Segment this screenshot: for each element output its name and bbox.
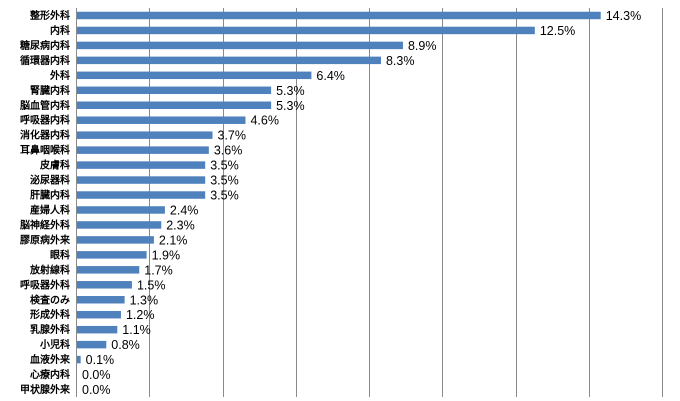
value-label: 5.3%	[276, 84, 305, 98]
bar	[77, 355, 81, 364]
value-labels: 14.3%12.5%8.9%8.3%6.4%5.3%5.3%4.6%3.7%3.…	[82, 9, 641, 397]
category-label: 糖尿病内科	[20, 39, 70, 52]
bar	[77, 56, 381, 65]
value-label: 14.3%	[606, 9, 641, 23]
bar	[77, 146, 209, 154]
bar	[77, 251, 147, 259]
category-label: 膠原病外来	[19, 233, 71, 246]
value-label: 0.8%	[111, 338, 140, 352]
category-label: 整形外科	[29, 9, 70, 22]
value-label: 1.1%	[122, 323, 151, 337]
bar	[77, 325, 118, 334]
value-label: 1.7%	[144, 263, 173, 277]
bar	[77, 266, 140, 274]
bar	[77, 221, 162, 229]
bar	[77, 161, 206, 169]
category-label: 脳神経外科	[20, 218, 70, 231]
bar	[77, 296, 125, 304]
value-label: 2.4%	[170, 203, 199, 217]
value-label: 8.9%	[408, 39, 437, 53]
value-label: 1.9%	[152, 248, 181, 262]
bar	[77, 71, 312, 80]
value-label: 1.2%	[126, 308, 155, 322]
category-label: 耳鼻咽喉科	[20, 144, 70, 157]
category-label: 形成外科	[30, 308, 70, 321]
value-label: 0.1%	[86, 353, 115, 367]
bar	[77, 340, 107, 349]
category-label: 甲状腺外来	[20, 383, 71, 396]
value-label: 0.0%	[82, 383, 111, 397]
category-label: 泌尿器科	[30, 174, 70, 187]
category-label: 眼科	[50, 248, 70, 261]
value-label: 6.4%	[316, 69, 345, 83]
category-label: 脳血管内科	[20, 99, 70, 112]
bar	[77, 131, 213, 139]
bar	[77, 281, 132, 289]
bar	[77, 41, 403, 50]
category-label: 心療内科	[30, 368, 70, 381]
bar	[77, 86, 272, 95]
value-label: 12.5%	[540, 24, 575, 38]
bar	[77, 176, 206, 184]
category-label: 皮膚科	[39, 159, 70, 172]
category-label: 産婦人科	[30, 203, 70, 216]
category-labels: 整形外科内科糖尿病内科循環器内科外科腎臓内科脳血管内科呼吸器内科消化器内科耳鼻咽…	[19, 9, 71, 396]
value-label: 0.0%	[82, 368, 111, 382]
category-label: 乳腺外科	[30, 323, 70, 336]
value-label: 2.1%	[159, 233, 188, 247]
category-label: 消化器内科	[20, 129, 70, 142]
category-label: 呼吸器内科	[20, 114, 70, 127]
bar	[77, 101, 272, 109]
category-label: 検査のみ	[30, 293, 70, 306]
bar	[77, 116, 246, 124]
value-label: 3.5%	[210, 159, 239, 173]
value-label: 3.5%	[210, 174, 239, 188]
bar	[77, 11, 601, 20]
bar	[77, 191, 206, 199]
bar	[77, 236, 154, 244]
category-label: 内科	[50, 24, 70, 37]
value-label: 3.6%	[214, 144, 243, 158]
value-label: 2.3%	[166, 218, 195, 232]
bar	[77, 206, 165, 214]
category-label: 血液外来	[30, 353, 71, 366]
bars	[77, 11, 601, 364]
category-label: 腎臓内科	[30, 84, 70, 97]
bar	[77, 26, 535, 35]
category-label: 放射線科	[29, 263, 70, 276]
value-label: 1.3%	[130, 293, 159, 307]
value-label: 8.3%	[386, 54, 415, 68]
value-label: 3.5%	[210, 189, 239, 203]
category-label: 外科	[49, 69, 70, 82]
bar	[77, 310, 121, 319]
value-label: 3.7%	[218, 129, 247, 143]
category-label: 呼吸器外科	[20, 278, 70, 291]
category-label: 肝臓内科	[30, 189, 70, 202]
value-label: 5.3%	[276, 99, 305, 113]
value-label: 1.5%	[137, 278, 166, 292]
value-label: 4.6%	[250, 114, 279, 128]
category-label: 循環器内科	[20, 54, 70, 67]
category-label: 小児科	[39, 338, 70, 351]
